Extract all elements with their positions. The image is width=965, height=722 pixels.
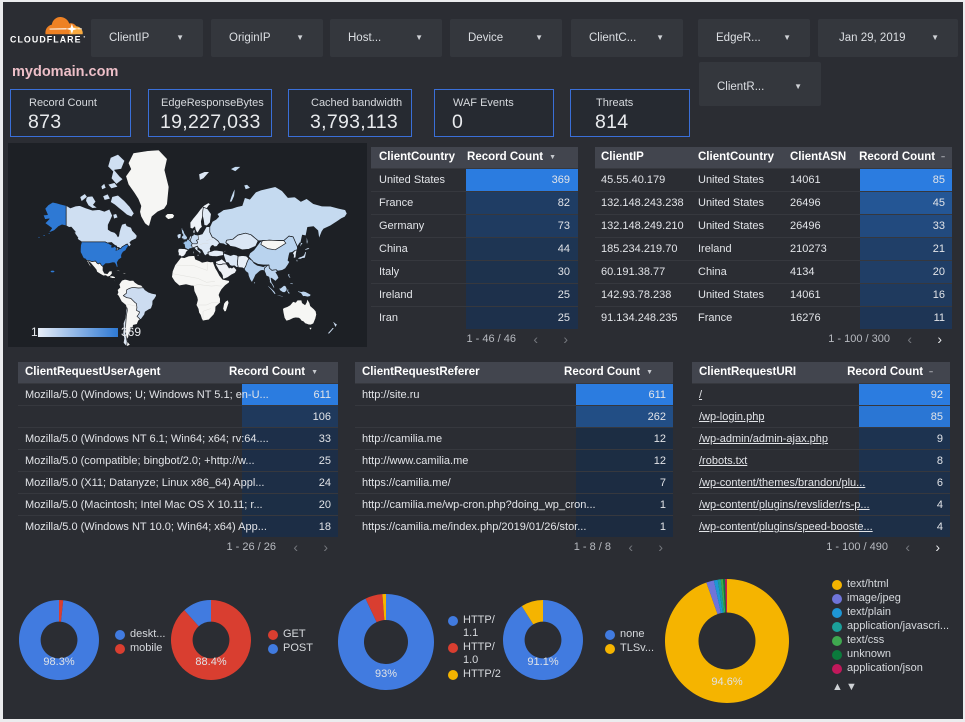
svg-text:94.6%: 94.6% bbox=[711, 676, 742, 688]
svg-text:93%: 93% bbox=[375, 668, 397, 680]
svg-text:CLOUDFLARE: CLOUDFLARE bbox=[10, 35, 82, 45]
svg-text:91.1%: 91.1% bbox=[527, 656, 558, 668]
svg-text:369: 369 bbox=[121, 325, 141, 339]
svg-text:88.4%: 88.4% bbox=[195, 656, 226, 668]
svg-text:1: 1 bbox=[31, 325, 38, 339]
svg-text:98.3%: 98.3% bbox=[43, 656, 74, 668]
